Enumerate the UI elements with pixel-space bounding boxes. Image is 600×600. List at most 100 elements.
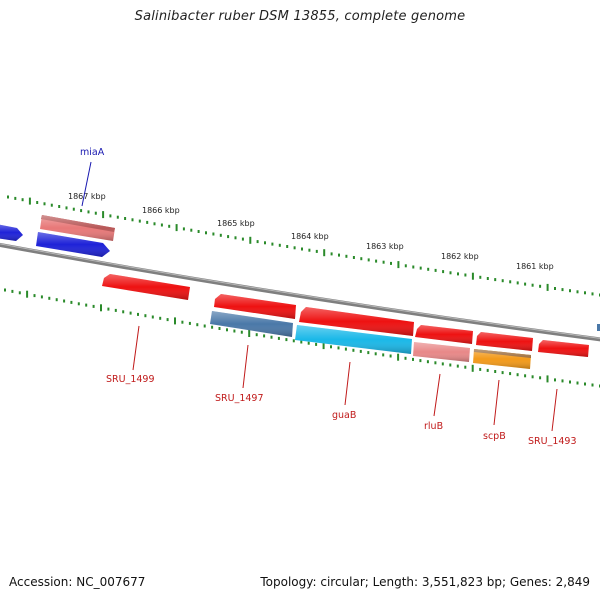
ruler-minor-tick bbox=[124, 217, 127, 220]
ruler-minor-tick bbox=[389, 354, 392, 358]
ruler-minor-tick bbox=[501, 371, 504, 375]
ruler-minor-tick bbox=[144, 314, 147, 318]
ruler-minor-tick bbox=[554, 287, 556, 290]
gene-mia-a bbox=[36, 232, 110, 257]
kbp-label-1867: 1867 kbp bbox=[68, 192, 106, 201]
ruler-major-tick bbox=[102, 211, 105, 219]
kbp-label-1866: 1866 kbp bbox=[142, 206, 180, 215]
gene-pink-forward bbox=[40, 215, 115, 241]
ruler-minor-tick bbox=[292, 339, 295, 343]
ruler-inner bbox=[4, 288, 600, 388]
gene-gua-b bbox=[295, 325, 412, 354]
ruler-minor-tick bbox=[55, 298, 58, 302]
ruler-minor-tick bbox=[479, 275, 482, 279]
ruler-minor-tick bbox=[412, 265, 415, 269]
ruler-major-tick bbox=[26, 290, 29, 298]
ruler-minor-tick bbox=[419, 266, 422, 270]
ruler-minor-tick bbox=[264, 241, 266, 245]
ruler-minor-tick bbox=[457, 272, 459, 276]
gene-label-scp-b: scpB bbox=[483, 431, 506, 442]
gene-red-2 bbox=[214, 294, 296, 319]
ruler-minor-tick bbox=[226, 328, 228, 332]
ruler-minor-tick bbox=[516, 373, 519, 377]
ruler-minor-tick bbox=[218, 327, 221, 330]
ruler-minor-tick bbox=[278, 243, 281, 247]
ruler-minor-tick bbox=[591, 292, 594, 296]
ruler-major-tick bbox=[323, 249, 326, 257]
ruler-minor-tick bbox=[107, 307, 110, 311]
ruler-minor-tick bbox=[494, 370, 497, 373]
ruler-minor-tick bbox=[516, 281, 519, 285]
ruler-minor-tick bbox=[584, 291, 586, 295]
ruler-minor-tick bbox=[367, 351, 370, 355]
ruler-major-tick bbox=[249, 236, 252, 244]
ruler-minor-tick bbox=[270, 335, 273, 339]
ruler-minor-tick bbox=[486, 368, 489, 372]
ruler-minor-tick bbox=[70, 300, 73, 304]
ruler-minor-tick bbox=[456, 364, 459, 368]
ruler-major-tick bbox=[471, 364, 474, 372]
ruler-minor-tick bbox=[569, 289, 571, 293]
ruler-minor-tick bbox=[286, 245, 289, 248]
gene-rlu-b bbox=[413, 342, 470, 362]
ruler-minor-tick bbox=[308, 248, 311, 252]
ruler-minor-tick bbox=[464, 365, 467, 369]
ruler-minor-tick bbox=[539, 376, 542, 380]
ruler-minor-tick bbox=[48, 296, 51, 300]
kbp-label-1863: 1863 kbp bbox=[366, 242, 404, 251]
ruler-minor-tick bbox=[116, 215, 119, 219]
ruler-minor-tick bbox=[58, 205, 61, 208]
ruler-minor-tick bbox=[404, 356, 407, 360]
gene-label-sru-1493: SRU_1493 bbox=[528, 436, 577, 447]
ruler-minor-tick bbox=[576, 381, 579, 385]
ruler-minor-tick bbox=[434, 361, 437, 365]
ruler-minor-tick bbox=[427, 267, 430, 271]
ruler-minor-tick bbox=[203, 324, 206, 328]
ruler-minor-tick bbox=[159, 316, 162, 320]
kbp-label-1864: 1864 kbp bbox=[291, 232, 329, 241]
kbp-label-1865: 1865 kbp bbox=[217, 219, 255, 228]
kbp-labels: 1867 kbp 1866 kbp 1865 kbp 1864 kbp 1863… bbox=[68, 192, 554, 271]
ruler-major-tick bbox=[322, 342, 325, 350]
ruler-minor-tick bbox=[14, 196, 17, 200]
ruler-minor-tick bbox=[212, 232, 215, 236]
ruler-minor-tick bbox=[131, 218, 134, 222]
ruler-minor-tick bbox=[561, 379, 564, 383]
ruler-minor-tick bbox=[205, 231, 207, 235]
ruler-major-tick bbox=[100, 304, 102, 312]
ruler-minor-tick bbox=[146, 220, 149, 224]
ruler-minor-tick bbox=[36, 201, 39, 204]
ruler-minor-tick bbox=[197, 230, 200, 233]
ruler-minor-tick bbox=[271, 242, 274, 246]
ruler-minor-tick bbox=[374, 352, 377, 356]
label-leaders bbox=[81, 161, 558, 432]
ruler-minor-tick bbox=[359, 349, 362, 353]
ruler-minor-tick bbox=[196, 323, 199, 327]
map-title: Salinibacter ruber DSM 13855, complete g… bbox=[134, 9, 466, 24]
ruler-minor-tick bbox=[4, 288, 6, 292]
ruler-minor-tick bbox=[33, 294, 36, 298]
ruler-minor-tick bbox=[234, 236, 237, 240]
ruler-minor-tick bbox=[344, 347, 347, 351]
ruler-minor-tick bbox=[390, 261, 392, 265]
ruler-minor-tick bbox=[434, 268, 437, 272]
gene-blue-edge bbox=[0, 224, 23, 241]
ruler-minor-tick bbox=[360, 257, 363, 261]
ruler-minor-tick bbox=[524, 282, 527, 286]
ruler-minor-tick bbox=[330, 252, 333, 256]
ruler-minor-tick bbox=[190, 228, 193, 232]
genome-stats-text: Topology: circular; Length: 3,551,823 bp… bbox=[260, 575, 590, 589]
ruler-minor-tick bbox=[479, 367, 482, 371]
ruler-minor-tick bbox=[449, 271, 452, 275]
ruler-minor-tick bbox=[263, 334, 266, 338]
gene-red-3 bbox=[299, 307, 414, 336]
ruler-minor-tick bbox=[182, 227, 185, 231]
gene-label-sru-1497: SRU_1497 bbox=[215, 393, 264, 404]
ruler-minor-tick bbox=[426, 360, 429, 364]
ruler-minor-tick bbox=[442, 270, 445, 274]
ruler-minor-tick bbox=[501, 279, 504, 283]
ruler-minor-tick bbox=[227, 235, 230, 239]
ruler-minor-tick bbox=[138, 219, 141, 223]
kbp-label-1862: 1862 kbp bbox=[441, 252, 479, 261]
